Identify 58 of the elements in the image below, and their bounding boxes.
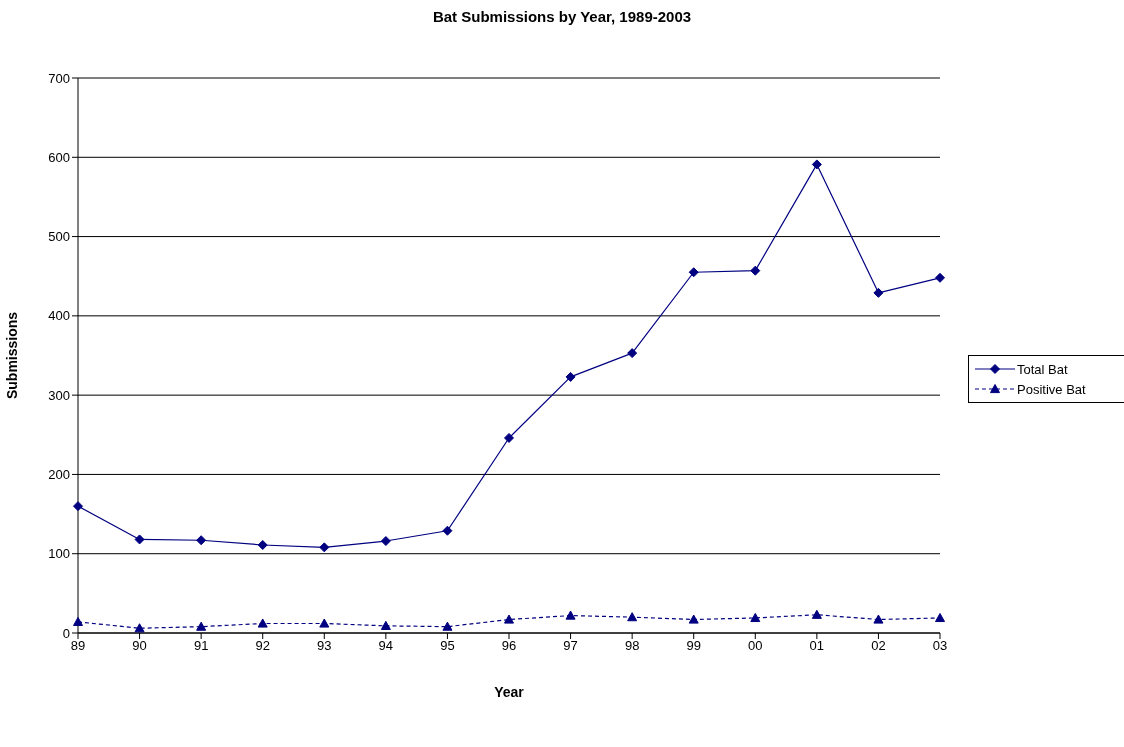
point: [811, 159, 822, 170]
point: [134, 534, 145, 545]
y-axis-title: Submissions: [3, 311, 20, 400]
point: [196, 535, 207, 546]
point: [257, 618, 268, 628]
y-tick-label: 100: [48, 546, 70, 562]
x-tick-label: 00: [748, 638, 763, 654]
point: [504, 614, 514, 624]
point: [935, 272, 945, 283]
y-tick-label: 600: [48, 149, 70, 165]
point: [565, 610, 576, 620]
point: [750, 265, 761, 276]
legend-label: Positive Bat: [1017, 381, 1086, 397]
point: [688, 614, 699, 624]
x-tick-label: 02: [871, 638, 886, 654]
x-tick-label: 92: [255, 638, 270, 654]
point: [750, 612, 761, 623]
point: [627, 348, 638, 359]
x-tick-label: 94: [378, 638, 394, 654]
point: [134, 623, 145, 633]
y-tick-label: 200: [48, 467, 70, 483]
chart-title: Bat Submissions by Year, 1989-2003: [431, 8, 693, 25]
point: [319, 542, 330, 553]
point: [257, 539, 268, 550]
x-tick-label: 89: [70, 638, 86, 654]
x-tick-label: 98: [624, 638, 640, 654]
point: [319, 618, 330, 628]
point: [565, 371, 576, 382]
point: [504, 432, 514, 443]
point: [873, 287, 884, 298]
y-tick-label: 300: [48, 387, 70, 403]
x-tick-label: 99: [686, 638, 701, 654]
x-tick-label: 03: [932, 638, 948, 654]
point: [73, 616, 83, 626]
point: [442, 525, 453, 536]
x-tick-label: 91: [193, 638, 209, 654]
x-tick-label: 96: [501, 638, 517, 654]
point: [380, 536, 391, 547]
x-tick-label: 90: [132, 638, 147, 654]
y-tick-label: 500: [48, 229, 70, 245]
y-tick-label: 700: [48, 70, 70, 86]
point: [442, 621, 453, 631]
point: [380, 620, 391, 630]
point: [688, 267, 699, 278]
point: [627, 612, 638, 622]
y-tick-label: 400: [48, 308, 70, 324]
point: [73, 501, 83, 512]
y-tick-label: 0: [62, 625, 70, 641]
x-tick-label: 97: [563, 638, 578, 654]
x-tick-label: 93: [317, 638, 332, 654]
point: [811, 609, 822, 619]
x-tick-label: 01: [809, 638, 825, 654]
point: [196, 621, 207, 631]
x-tick-label: 95: [440, 638, 455, 654]
x-axis-title: Year: [494, 684, 525, 700]
point: [935, 612, 945, 623]
legend-label: Total Bat: [1017, 361, 1068, 377]
point: [873, 614, 884, 624]
